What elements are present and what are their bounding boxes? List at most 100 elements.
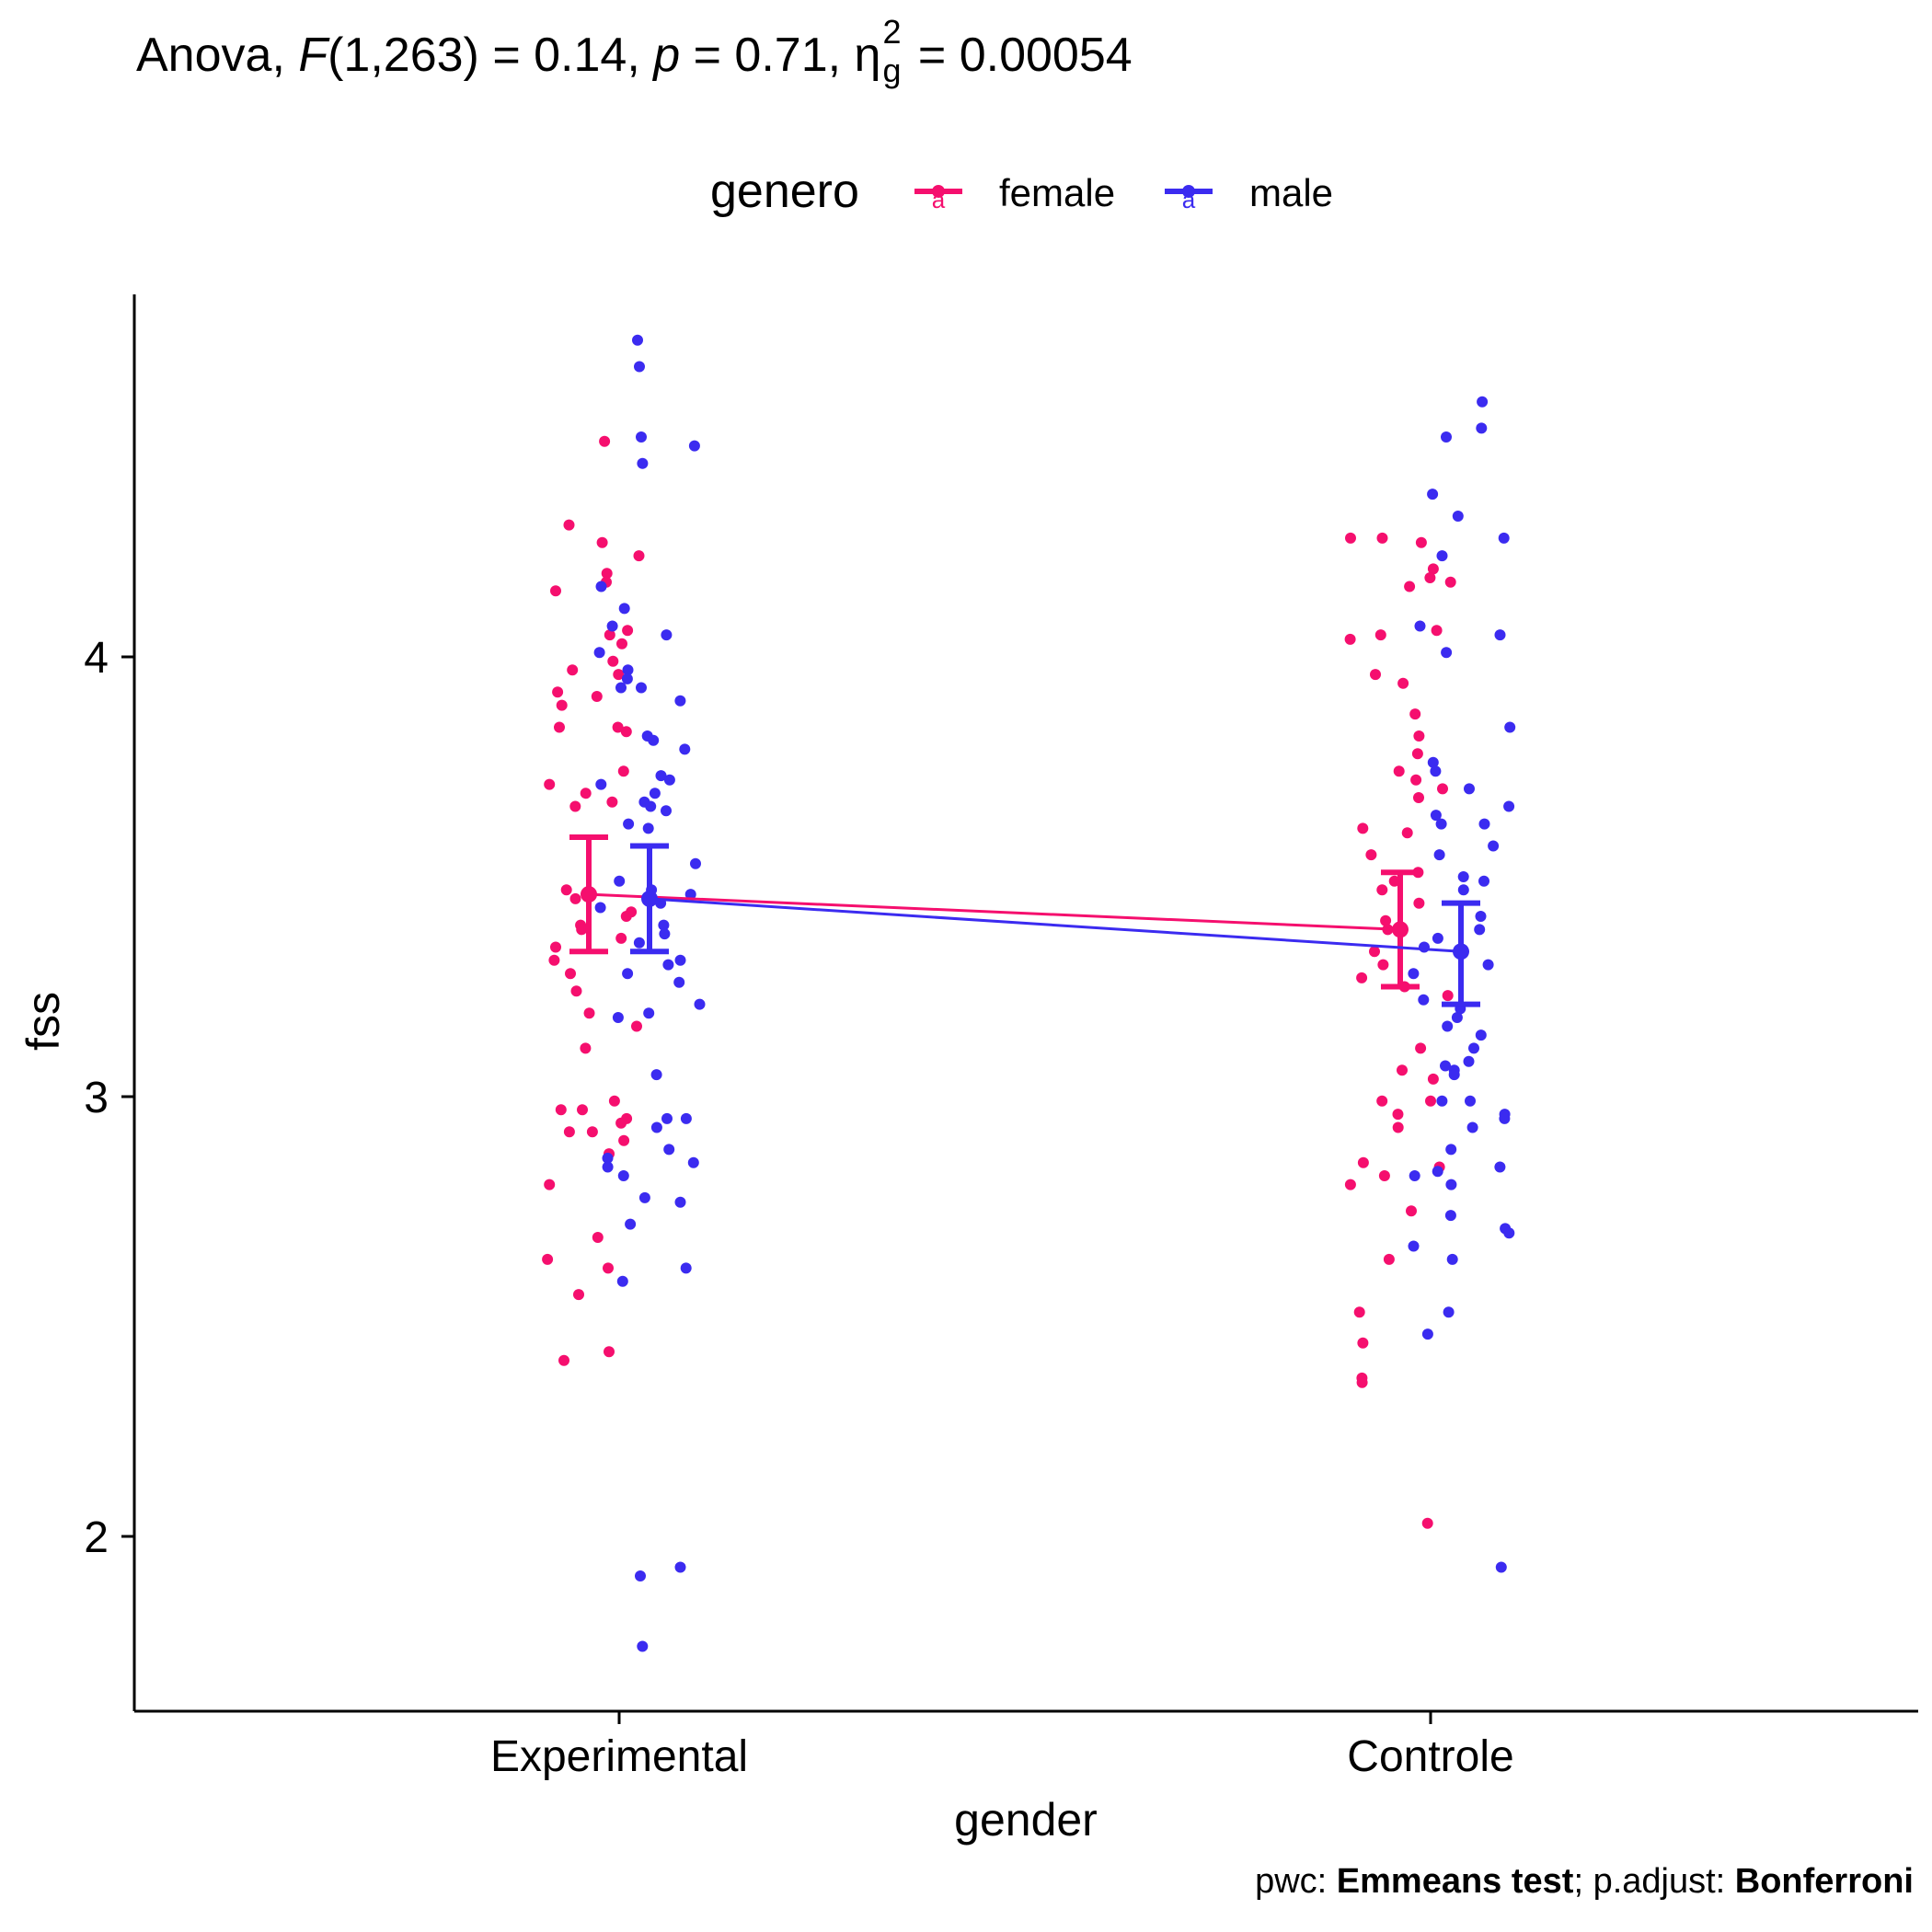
point-female-1-38 — [1392, 1109, 1404, 1121]
point-male-1-16 — [1478, 818, 1490, 830]
point-male-0-28 — [614, 875, 626, 887]
x-axis-title: gender — [954, 1794, 1098, 1846]
point-female-1-21 — [1365, 849, 1377, 861]
svg-text:a: a — [1182, 186, 1196, 213]
point-female-1-7 — [1431, 625, 1443, 637]
point-male-1-49 — [1444, 1210, 1456, 1222]
point-male-0-18 — [655, 770, 667, 782]
point-female-1-44 — [1406, 1205, 1417, 1217]
mean-line-male — [649, 897, 1462, 953]
point-male-1-48 — [1445, 1179, 1457, 1190]
point-female-1-36 — [1425, 1095, 1436, 1107]
point-female-0-40 — [577, 1104, 588, 1116]
point-female-1-50 — [1421, 1517, 1433, 1529]
point-female-0-27 — [620, 911, 632, 922]
point-female-1-5 — [1444, 576, 1456, 588]
point-male-0-8 — [661, 629, 673, 641]
x-tick-label-1: Controle — [1347, 1732, 1513, 1781]
point-male-0-23 — [645, 800, 657, 812]
point-female-0-4 — [601, 568, 613, 580]
point-female-1-42 — [1378, 1170, 1390, 1181]
point-male-0-42 — [612, 1012, 624, 1023]
point-male-0-44 — [661, 1112, 673, 1124]
point-male-0-41 — [643, 1007, 655, 1019]
point-male-1-18 — [1488, 840, 1500, 852]
title-p-symbol: p — [653, 29, 681, 82]
point-male-1-8 — [1494, 629, 1506, 641]
points-layer — [542, 334, 1516, 1652]
point-female-1-17 — [1437, 783, 1448, 795]
point-female-0-51 — [573, 1289, 584, 1301]
point-male-0-13 — [615, 682, 627, 694]
point-male-0-55 — [680, 1262, 692, 1274]
point-female-1-0 — [1345, 532, 1356, 544]
point-female-1-35 — [1427, 1073, 1439, 1085]
caption-adjust-value: Bonferroni — [1734, 1862, 1914, 1901]
point-male-0-14 — [674, 695, 686, 707]
point-male-0-51 — [617, 1170, 629, 1181]
point-male-1-4 — [1452, 511, 1464, 522]
point-male-1-55 — [1421, 1328, 1433, 1340]
point-male-0-30 — [684, 889, 696, 901]
point-male-1-17 — [1435, 818, 1447, 830]
point-female-0-3 — [633, 550, 645, 562]
point-female-1-1 — [1376, 532, 1388, 544]
point-male-1-23 — [1475, 911, 1487, 922]
point-female-0-37 — [580, 1042, 592, 1054]
point-male-0-1 — [634, 361, 645, 373]
point-male-1-13 — [1464, 783, 1475, 795]
y-tick-label-4: 4 — [84, 634, 109, 683]
point-female-0-17 — [612, 721, 624, 733]
point-male-0-12 — [636, 682, 647, 694]
point-male-0-0 — [632, 334, 643, 346]
title-eta-value: = 0.00054 — [904, 29, 1133, 82]
point-male-0-20 — [595, 778, 607, 790]
legend-label-male: male — [1249, 171, 1334, 214]
legend-label-female: female — [999, 171, 1116, 214]
point-male-1-56 — [1495, 1561, 1507, 1573]
caption-pwc-value: Emmeans test — [1336, 1862, 1574, 1901]
point-male-0-26 — [642, 822, 654, 834]
point-female-0-21 — [580, 788, 592, 799]
point-male-1-27 — [1482, 959, 1494, 971]
point-female-0-32 — [548, 954, 560, 966]
point-female-0-34 — [570, 985, 582, 997]
point-male-1-40 — [1436, 1095, 1448, 1107]
legend-title: genero — [710, 165, 859, 218]
point-female-0-10 — [607, 655, 619, 667]
point-female-0-15 — [556, 699, 568, 711]
point-male-0-37 — [662, 959, 674, 971]
point-male-1-26 — [1419, 941, 1430, 953]
point-male-1-20 — [1457, 871, 1469, 882]
point-female-1-29 — [1377, 959, 1389, 971]
point-female-0-43 — [563, 1126, 575, 1138]
point-female-1-40 — [1357, 1156, 1369, 1168]
point-female-0-20 — [544, 778, 556, 790]
point-female-0-1 — [563, 519, 575, 531]
point-male-1-15 — [1430, 810, 1442, 822]
point-male-1-47 — [1409, 1170, 1420, 1181]
title-f-value: (1,263) = 0.14, — [328, 29, 654, 82]
point-female-0-39 — [555, 1104, 567, 1116]
point-female-1-15 — [1393, 765, 1405, 777]
point-female-1-43 — [1344, 1179, 1356, 1190]
title-f-symbol: F — [298, 29, 328, 82]
point-male-1-25 — [1432, 932, 1443, 944]
y-axis-title: fss — [17, 992, 69, 1051]
x-tick-label-0: Experimental — [490, 1732, 748, 1781]
point-male-1-32 — [1442, 1020, 1454, 1032]
summary-layer — [569, 834, 1480, 1007]
point-male-0-39 — [673, 976, 685, 988]
point-male-0-56 — [616, 1275, 628, 1287]
point-female-1-9 — [1344, 633, 1356, 645]
point-female-0-45 — [618, 1134, 630, 1146]
point-female-0-47 — [544, 1179, 556, 1190]
point-male-1-53 — [1446, 1253, 1458, 1265]
point-female-0-29 — [576, 924, 588, 936]
point-male-1-2 — [1441, 431, 1452, 443]
point-female-1-37 — [1376, 1095, 1388, 1107]
point-female-0-48 — [592, 1232, 604, 1243]
svg-text:a: a — [932, 186, 946, 213]
point-male-1-33 — [1475, 1029, 1487, 1041]
